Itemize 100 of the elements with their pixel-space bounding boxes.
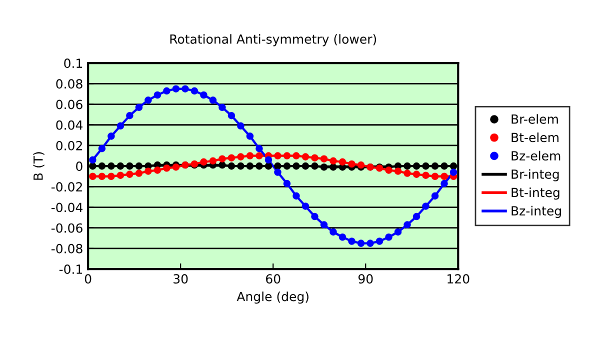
point [292, 152, 300, 160]
point [116, 172, 124, 179]
point [394, 228, 402, 236]
point [450, 162, 458, 170]
point [135, 162, 143, 170]
point [135, 104, 143, 112]
point [302, 162, 310, 170]
point [98, 144, 106, 152]
point [292, 192, 300, 200]
point [422, 202, 430, 210]
legend-label: Bt-elem [512, 132, 558, 142]
point [89, 172, 96, 180]
point [237, 162, 244, 170]
point [264, 156, 272, 164]
point [431, 192, 439, 200]
point [200, 158, 208, 166]
point [320, 155, 328, 162]
x-tick-label: 60 [266, 274, 280, 284]
point [144, 168, 152, 175]
point [108, 132, 115, 140]
y-tick-label: -0.08 [51, 244, 82, 254]
y-tick-label: 0.02 [56, 140, 82, 150]
chart-title: Rotational Anti-symmetry (lower) [170, 34, 376, 46]
point [311, 212, 318, 220]
point [218, 161, 226, 169]
y-tick-label: 0.04 [56, 120, 82, 130]
point [237, 122, 244, 130]
point [376, 238, 384, 245]
point [348, 160, 356, 168]
point [209, 96, 217, 104]
point [283, 162, 291, 170]
y-axis-title: B (T) [33, 152, 44, 180]
point [274, 162, 282, 170]
x-tick-label: 30 [174, 274, 188, 284]
y-tick-label: 0.08 [56, 79, 82, 89]
x-tick-label: 0 [84, 274, 92, 284]
point [108, 162, 115, 170]
point [302, 153, 310, 160]
point [292, 162, 300, 170]
point [412, 170, 420, 178]
point [357, 240, 365, 247]
point [366, 240, 374, 247]
point [218, 155, 226, 162]
legend-label: Br-integ [512, 169, 559, 182]
point [431, 162, 439, 170]
point [385, 166, 392, 174]
point [209, 157, 217, 165]
point [228, 112, 236, 120]
x-axis-title: Angle (deg) [236, 292, 308, 304]
point [274, 152, 282, 160]
point [256, 162, 263, 170]
point [144, 96, 152, 104]
point [218, 104, 226, 112]
point [440, 162, 448, 170]
point [385, 233, 392, 241]
point [256, 152, 263, 160]
point [126, 112, 134, 120]
legend-label: Bt-integ [512, 188, 560, 200]
y-tick-label: -0.06 [51, 223, 82, 233]
point [108, 172, 115, 180]
point [246, 162, 254, 170]
point [126, 162, 134, 170]
point [311, 162, 318, 170]
point [246, 132, 254, 140]
point [404, 170, 411, 177]
point [440, 180, 448, 188]
point [154, 166, 162, 174]
point [450, 168, 458, 176]
point [98, 162, 106, 170]
x-tick-label: 120 [448, 274, 470, 284]
point [89, 162, 96, 170]
point [190, 87, 198, 95]
point [330, 157, 337, 165]
legend-label: Bz-integ [512, 206, 561, 218]
point [116, 122, 124, 130]
point [404, 221, 411, 228]
point [264, 162, 272, 170]
point [440, 172, 448, 180]
point [348, 238, 356, 245]
point [431, 172, 439, 180]
point [302, 202, 310, 210]
legend-label: Bz-elem [512, 150, 560, 161]
point [228, 154, 236, 162]
point [338, 233, 346, 241]
point [172, 85, 180, 92]
point [256, 144, 263, 152]
y-tick-label: 0 [76, 162, 82, 171]
point [320, 221, 328, 228]
point [116, 162, 124, 170]
x-tick-label: 90 [358, 274, 373, 284]
point [422, 172, 430, 179]
point [320, 163, 328, 171]
point [422, 162, 430, 170]
point [126, 170, 134, 178]
y-tick-label: 0.1 [64, 58, 82, 68]
point [182, 85, 189, 92]
point [135, 170, 143, 177]
point [246, 152, 254, 160]
point [311, 154, 318, 162]
y-tick-label: -0.04 [51, 202, 82, 212]
